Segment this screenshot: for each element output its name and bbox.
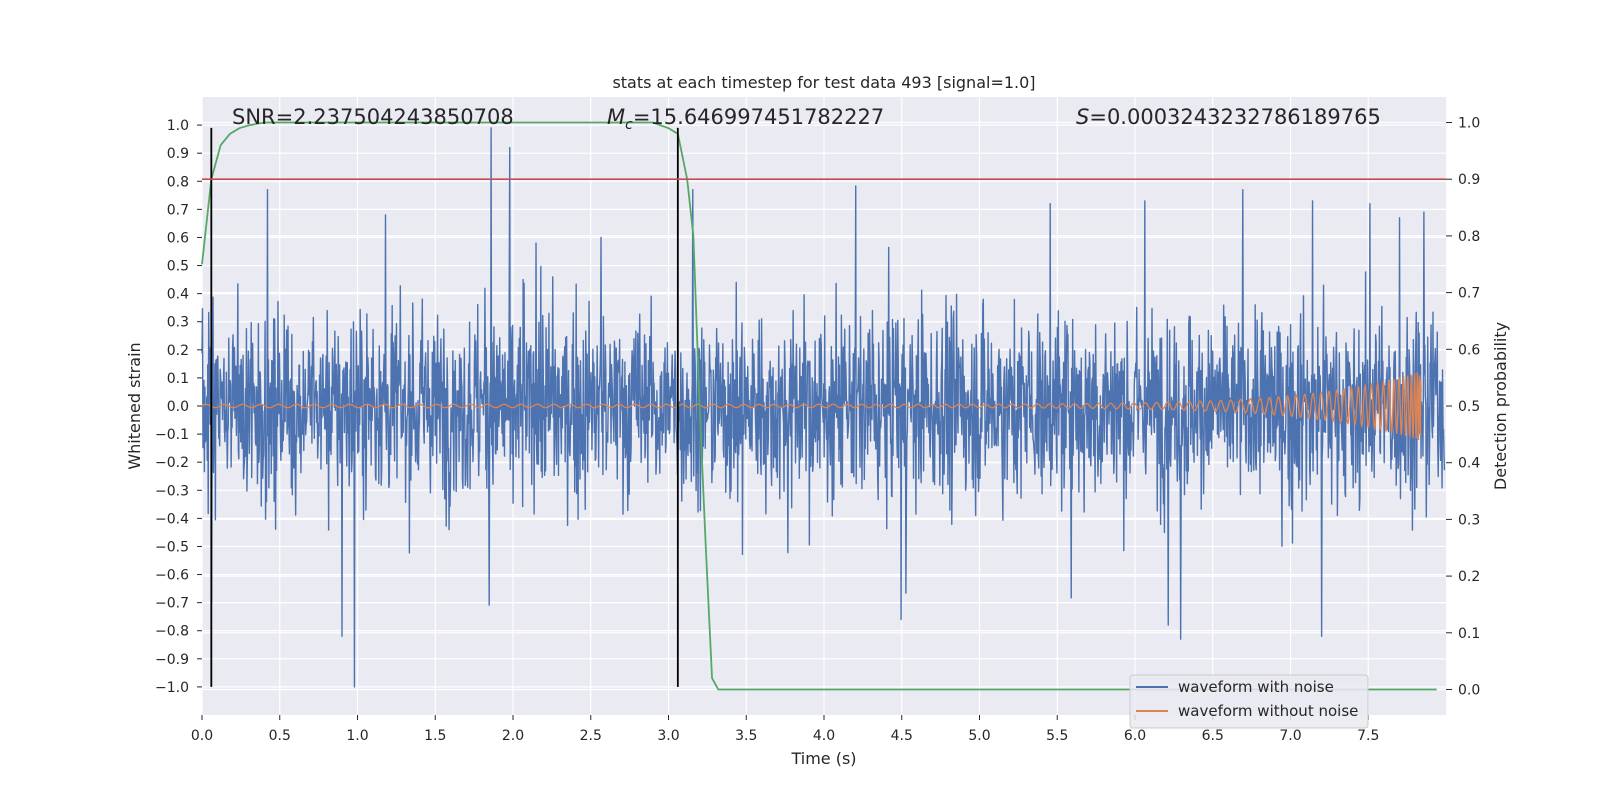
x-tick-label: 6.0 (1124, 728, 1146, 744)
legend-label-clean: waveform without noise (1178, 702, 1358, 720)
y-right-tick-label: 0.3 (1458, 512, 1480, 528)
x-tick-label: 7.5 (1357, 728, 1379, 744)
y-tick-label: 0.1 (167, 371, 189, 387)
chirp-mass-symbol: M (607, 105, 625, 129)
s-symbol: S (1076, 105, 1089, 129)
y-tick-label: −0.2 (155, 455, 189, 471)
legend: waveform with noise waveform without noi… (1129, 674, 1369, 729)
y-right-tick-label: 0.2 (1458, 569, 1480, 585)
y-right-tick-label: 0.7 (1458, 286, 1480, 302)
legend-box (1129, 674, 1369, 729)
x-tick-label: 1.5 (424, 728, 446, 744)
x-tick-label: 3.0 (657, 728, 679, 744)
y-tick-label: 0.0 (167, 399, 189, 415)
y-tick-label: 0.6 (167, 230, 189, 246)
x-tick-label: 0.0 (191, 728, 213, 744)
y-right-tick-label: 0.4 (1458, 456, 1480, 472)
y-right-tick-label: 0.1 (1458, 626, 1480, 642)
x-tick-label: 5.5 (1046, 728, 1068, 744)
y-tick-label: 0.3 (167, 315, 189, 331)
y-right-tick-labels: 1.0 0.9 0.8 0.7 0.6 0.5 0.4 0.3 0.2 0.1 0.0 (1446, 116, 1480, 698)
y-tick-label: 0.8 (167, 174, 189, 190)
x-tick-label: 6.5 (1202, 728, 1224, 744)
s-annotation: S=0.0003243232786189765 (1076, 105, 1381, 129)
y-tick-label: 0.5 (167, 259, 189, 275)
y-tick-label: −0.9 (155, 652, 189, 668)
x-tick-label: 4.0 (813, 728, 835, 744)
y-tick-label: 0.9 (167, 146, 189, 162)
y-tick-label: −0.7 (155, 596, 189, 612)
y-right-tick-label: 0.9 (1458, 172, 1480, 188)
y-tick-label: 0.4 (167, 287, 189, 303)
chirp-mass-value: =15.646997451782227 (633, 105, 884, 129)
y-right-tick-label: 0.8 (1458, 229, 1480, 245)
x-axis-label: Time (s) (790, 749, 856, 768)
y-right-tick-label: 1.0 (1458, 116, 1480, 132)
y-tick-label: −0.3 (155, 483, 189, 499)
y-right-tick-label: 0.5 (1458, 399, 1480, 415)
series-detection-probability (201, 121, 1437, 691)
y-tick-label: 0.2 (167, 343, 189, 359)
vertical-markers (210, 127, 679, 687)
y-axis-label: Whitened strain (125, 342, 144, 469)
y-right-axis-label: Detection probability (1491, 322, 1510, 490)
x-tick-labels: 0.0 0.5 1.0 1.5 2.0 2.5 3.0 3.5 4.0 4.5 5.0 5.5 6.0 6… (191, 715, 1379, 744)
snr-annotation: SNR=2.237504243850708 (232, 105, 514, 129)
y-tick-label: −0.5 (155, 539, 189, 555)
y-tick-label: 1.0 (167, 118, 189, 134)
legend-label-noise: waveform with noise (1178, 678, 1334, 696)
x-tick-label: 0.5 (269, 728, 291, 744)
chart-title: stats at each timestep for test data 493… (612, 73, 1035, 92)
y-tick-labels: 1.0 0.9 0.8 0.7 0.6 0.5 0.4 0.3 0.2 0.1 0.0 −0.1 −0.… (155, 118, 202, 696)
y-tick-label: −0.8 (155, 624, 189, 640)
x-tick-label: 4.5 (891, 728, 913, 744)
y-right-tick-label: 0.6 (1458, 342, 1480, 358)
chirp-mass-subscript: c (625, 117, 633, 133)
x-tick-label: 1.0 (346, 728, 368, 744)
y-tick-label: −0.6 (155, 568, 189, 584)
y-right-tick-label: 0.0 (1458, 682, 1480, 698)
x-tick-label: 3.5 (735, 728, 757, 744)
s-value: =0.0003243232786189765 (1089, 105, 1381, 129)
y-tick-label: −1.0 (155, 680, 189, 696)
y-tick-label: 0.7 (167, 202, 189, 218)
x-tick-label: 2.0 (502, 728, 524, 744)
y-tick-label: −0.1 (155, 427, 189, 443)
x-tick-label: 7.0 (1279, 728, 1301, 744)
x-tick-label: 2.5 (580, 728, 602, 744)
clean-waveform-line (201, 372, 1422, 441)
y-tick-label: −0.4 (155, 511, 189, 527)
series-waveform-without-noise (201, 372, 1422, 441)
x-tick-label: 5.0 (968, 728, 990, 744)
detection-probability-line (201, 121, 1437, 691)
chirp-mass-annotation: Mc=15.646997451782227 (607, 105, 884, 133)
